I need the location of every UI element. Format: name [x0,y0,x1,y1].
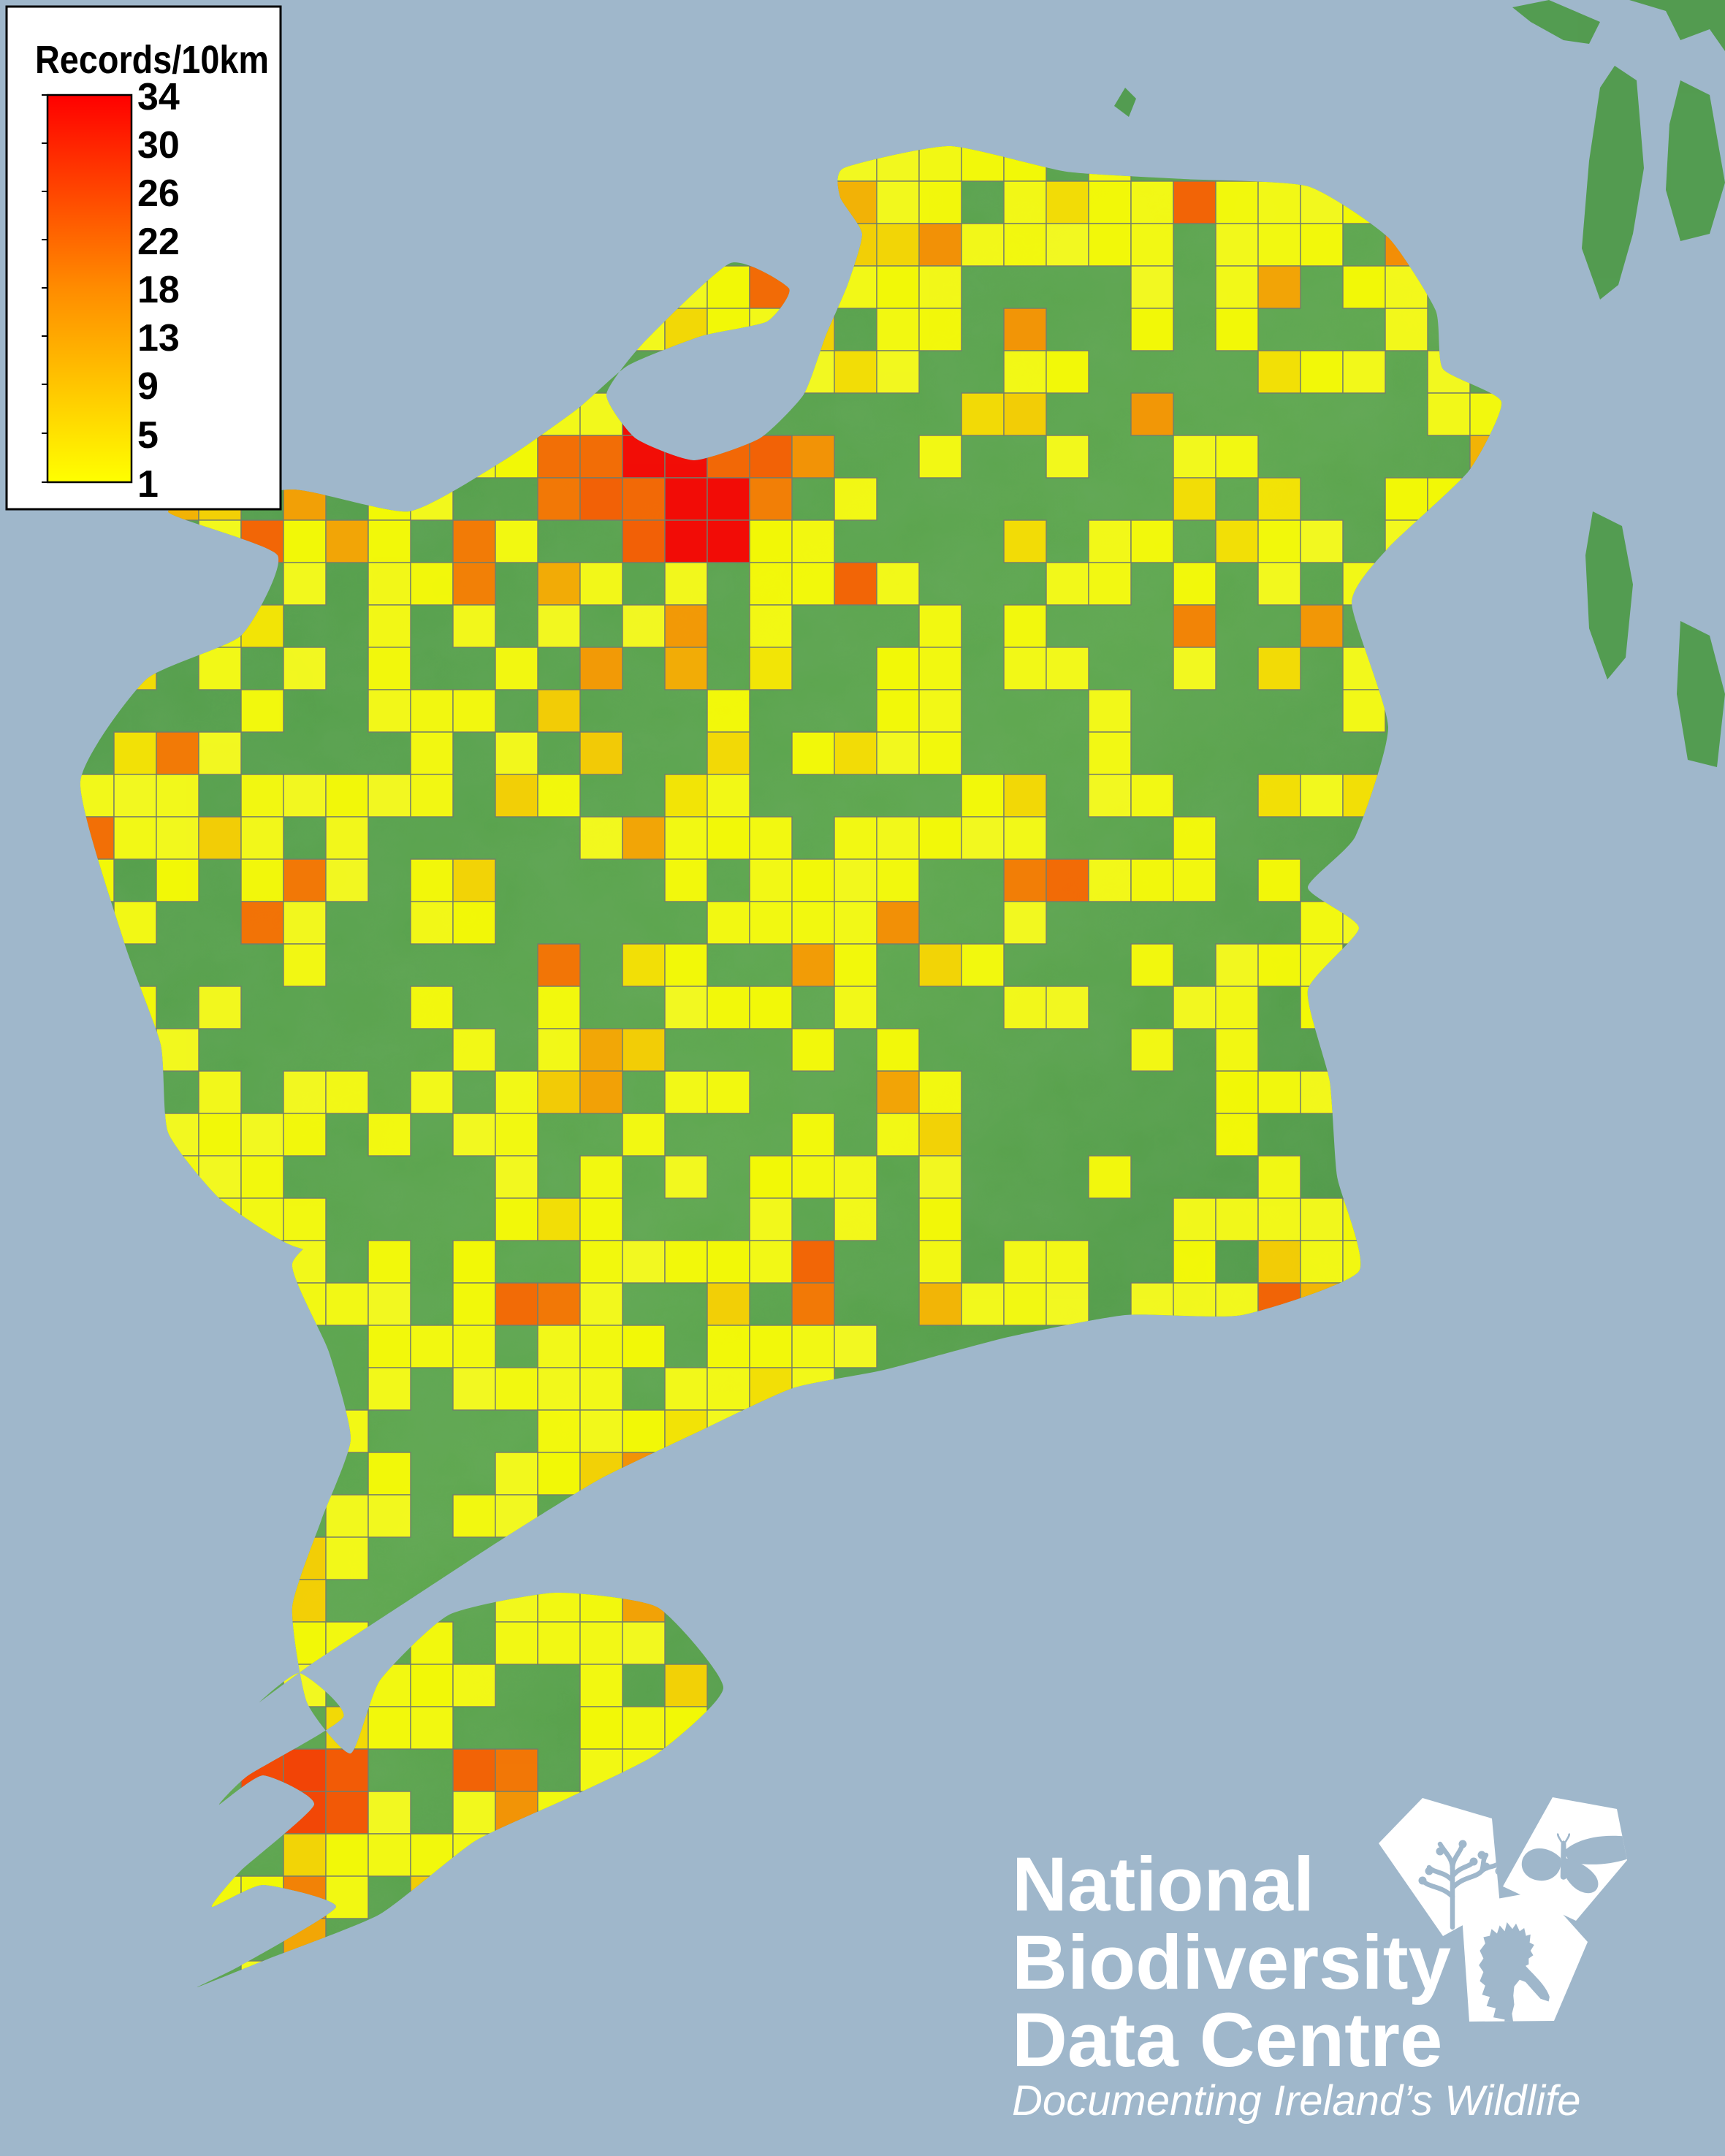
svg-text:Documenting Ireland’s Wildlife: Documenting Ireland’s Wildlife [1012,2077,1581,2125]
svg-text:1: 1 [137,463,159,506]
svg-text:Biodiversity: Biodiversity [1012,1920,1451,2005]
svg-text:Data Centre: Data Centre [1012,1997,1442,2083]
svg-text:26: 26 [137,172,180,215]
svg-text:5: 5 [137,414,159,457]
svg-text:30: 30 [137,124,180,167]
svg-text:34: 34 [137,76,180,118]
svg-text:National: National [1012,1842,1314,1927]
svg-text:13: 13 [137,317,180,359]
svg-text:Records/10km: Records/10km [35,38,269,82]
svg-text:18: 18 [137,269,180,311]
svg-text:9: 9 [137,365,159,408]
svg-text:22: 22 [137,221,180,263]
